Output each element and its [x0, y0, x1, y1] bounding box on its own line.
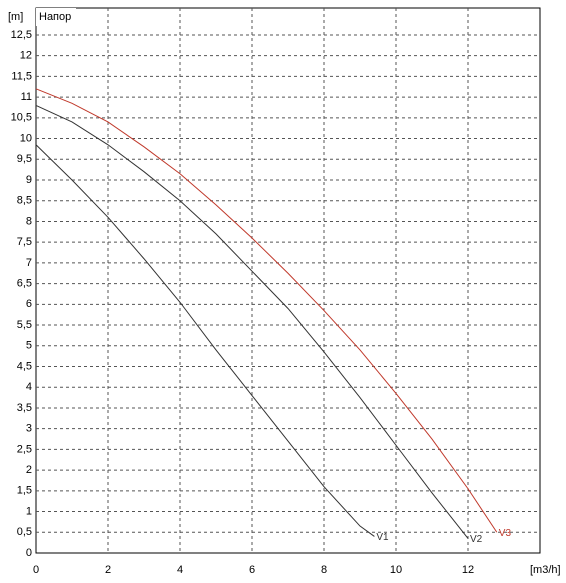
y-tick-label: 7 — [26, 257, 32, 269]
y-tick-label: 8,5 — [17, 195, 32, 207]
y-tick-label: 3,5 — [17, 402, 32, 414]
curve — [35, 88, 498, 533]
curve — [35, 104, 469, 539]
x-tick-label: 2 — [105, 564, 111, 576]
y-axis-label: [m] — [8, 11, 23, 23]
x-tick-label: 6 — [249, 564, 255, 576]
title-box — [36, 8, 76, 26]
y-tick-label: 2,5 — [17, 443, 32, 455]
y-tick-label: 5 — [26, 340, 32, 352]
y-tick-label: 3 — [26, 423, 32, 435]
y-tick-label: 0,5 — [17, 526, 32, 538]
y-tick-label: 12 — [20, 50, 32, 62]
y-tick-label: 9,5 — [17, 153, 32, 165]
y-tick-label: 10,5 — [11, 112, 32, 124]
chart-title: Напор — [39, 11, 71, 23]
x-tick-label: 0 — [33, 564, 39, 576]
x-axis-label: [m3/h] — [530, 564, 561, 576]
x-tick-label: 8 — [321, 564, 327, 576]
y-tick-label: 5,5 — [17, 319, 32, 331]
y-tick-label: 8 — [26, 215, 32, 227]
x-tick-label: 10 — [390, 564, 402, 576]
y-tick-label: 10 — [20, 132, 32, 144]
x-tick-label: 4 — [177, 564, 183, 576]
y-tick-label: 12,5 — [11, 29, 32, 41]
plot-frame — [35, 7, 541, 554]
y-tick-label: 0 — [26, 547, 32, 559]
y-tick-label: 6,5 — [17, 278, 32, 290]
y-tick-label: 2 — [26, 464, 32, 476]
curve-label: V2 — [470, 534, 483, 545]
y-tick-label: 1,5 — [17, 485, 32, 497]
y-tick-label: 4,5 — [17, 360, 32, 372]
y-tick-label: 1 — [26, 505, 32, 517]
x-tick-label: 12 — [462, 564, 474, 576]
y-tick-label: 11,5 — [11, 70, 32, 82]
curve-label: V1 — [376, 532, 389, 543]
curve — [35, 144, 375, 537]
y-tick-label: 7,5 — [17, 236, 32, 248]
y-tick-label: 11 — [21, 91, 32, 103]
curve-label: V3 — [499, 528, 512, 539]
y-tick-label: 9 — [26, 174, 32, 186]
y-tick-label: 6 — [26, 298, 32, 310]
y-tick-label: 4 — [26, 381, 32, 393]
